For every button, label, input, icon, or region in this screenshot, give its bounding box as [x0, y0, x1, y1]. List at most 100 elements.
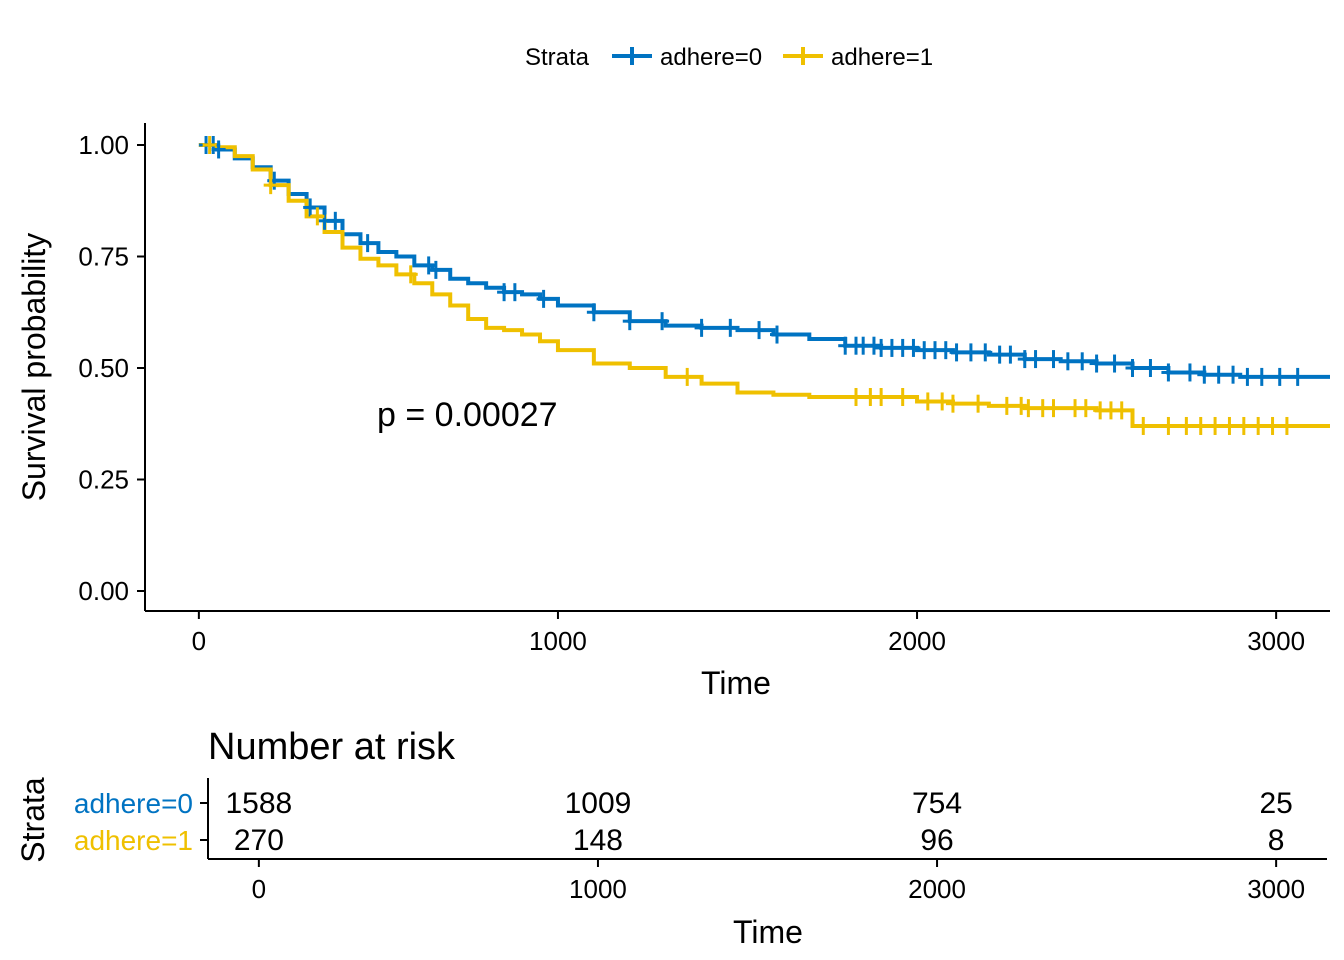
censor-mark	[1003, 345, 1018, 364]
censor-mark	[752, 321, 767, 340]
risk-count: 96	[920, 824, 953, 857]
censor-mark	[1272, 367, 1287, 386]
censor-mark	[1021, 399, 1036, 418]
censor-mark	[1125, 359, 1140, 377]
censor-mark	[1046, 399, 1061, 418]
y-tick-label: 0.25	[78, 465, 129, 495]
censor-mark	[895, 387, 910, 406]
censor-mark	[1197, 365, 1212, 384]
censor-mark	[622, 312, 637, 331]
risk-count: 1588	[225, 787, 292, 820]
censor-mark	[1236, 416, 1251, 435]
risk-table-y-axis-title: Strata	[15, 777, 51, 863]
censor-mark	[723, 318, 738, 337]
risk-count: 754	[912, 787, 962, 820]
risk-table-title: Number at risk	[208, 726, 456, 768]
censor-mark	[935, 392, 950, 411]
censor-mark	[328, 211, 343, 230]
censor-mark	[1014, 396, 1029, 415]
censor-mark	[1089, 354, 1104, 373]
censor-mark	[938, 341, 953, 360]
censor-mark	[680, 367, 695, 386]
risk-count: 270	[234, 824, 284, 857]
risk-table: Number at risk adhere=0 1588 1009 754 25adhe…	[15, 726, 1327, 950]
legend-item-adhere-1: adhere=1	[783, 44, 933, 71]
censor-mark	[971, 394, 986, 413]
censor-mark	[1182, 363, 1197, 382]
survival-curve-adhere-0	[198, 143, 1330, 379]
censor-mark	[1240, 367, 1255, 386]
censor-mark	[428, 260, 443, 279]
censor-mark	[421, 256, 436, 275]
risk-count: 148	[573, 824, 623, 857]
risk-x-tick-label: 3000	[1247, 874, 1305, 904]
x-axis-ticks: 0 1000 2000 3000	[192, 611, 1305, 656]
p-value-annotation: p = 0.00027	[377, 396, 558, 434]
censor-mark	[1161, 416, 1176, 435]
censor-mark	[1136, 416, 1151, 435]
risk-table-x-ticks: 0 1000 2000 3000	[252, 859, 1305, 904]
censor-mark	[945, 394, 960, 413]
censor-mark	[1279, 416, 1294, 435]
risk-row-label: adhere=1	[74, 825, 193, 856]
censor-marks	[199, 136, 1305, 435]
y-tick-label: 0.75	[78, 242, 129, 272]
y-axis-title: Survival probability	[16, 233, 52, 502]
risk-table-rows: adhere=0 1588 1009 754 25 adhere=1 270 148 96 8	[74, 787, 1293, 857]
censor-mark	[1143, 359, 1158, 377]
legend-label-adhere-0: adhere=0	[660, 44, 762, 71]
censor-mark	[1114, 401, 1129, 420]
censor-mark	[874, 387, 889, 406]
x-axis-title: Time	[701, 665, 771, 701]
censor-mark	[1075, 352, 1090, 371]
censor-mark	[263, 176, 278, 195]
censor-mark	[310, 207, 325, 226]
censor-mark	[906, 338, 921, 357]
censor-mark	[1107, 354, 1122, 373]
y-tick-label: 0.00	[78, 576, 129, 606]
risk-x-tick-label: 1000	[569, 874, 627, 904]
censor-mark	[1265, 416, 1280, 435]
survival-curves	[198, 143, 1330, 428]
censor-mark	[963, 343, 978, 362]
survival-curve-adhere-1	[198, 143, 1330, 428]
censor-mark	[1222, 416, 1237, 435]
x-tick-label: 1000	[529, 626, 587, 656]
censor-mark	[949, 343, 964, 362]
censor-mark	[1290, 367, 1305, 386]
censor-mark	[1226, 365, 1241, 384]
y-axis-ticks: 0.00 0.25 0.50 0.75 1.00	[78, 130, 145, 606]
censor-mark	[1208, 416, 1223, 435]
legend-item-adhere-0: adhere=0	[612, 44, 762, 71]
censor-mark	[1193, 416, 1208, 435]
risk-x-tick-label: 2000	[908, 874, 966, 904]
legend-label-adhere-1: adhere=1	[831, 44, 933, 71]
legend-title: Strata	[525, 44, 590, 71]
risk-row-label: adhere=0	[74, 788, 193, 819]
censor-mark	[586, 303, 601, 322]
censor-mark	[536, 289, 551, 308]
censor-mark	[303, 198, 318, 217]
censor-mark	[978, 343, 993, 362]
censor-mark	[360, 234, 375, 253]
censor-mark	[202, 136, 217, 154]
x-tick-label: 2000	[888, 626, 946, 656]
censor-mark	[1161, 363, 1176, 382]
censor-mark	[866, 336, 881, 355]
x-tick-label: 3000	[1247, 626, 1305, 656]
censor-mark	[1028, 350, 1043, 369]
censor-mark	[507, 283, 522, 302]
censor-mark	[1046, 350, 1061, 369]
risk-count: 8	[1268, 824, 1285, 857]
legend: Strata adhere=0 adhere=1	[525, 44, 933, 71]
censor-mark	[1254, 367, 1269, 386]
censor-mark	[403, 265, 418, 284]
y-tick-label: 1.00	[78, 130, 129, 160]
censor-mark	[1251, 416, 1266, 435]
y-tick-label: 0.50	[78, 353, 129, 383]
censor-mark	[694, 318, 709, 337]
censor-mark	[1179, 416, 1194, 435]
survival-plot: 0.00 0.25 0.50 0.75 1.00 0 1000 2000 3000 p = 0…	[16, 123, 1330, 701]
risk-count: 1009	[565, 787, 632, 820]
